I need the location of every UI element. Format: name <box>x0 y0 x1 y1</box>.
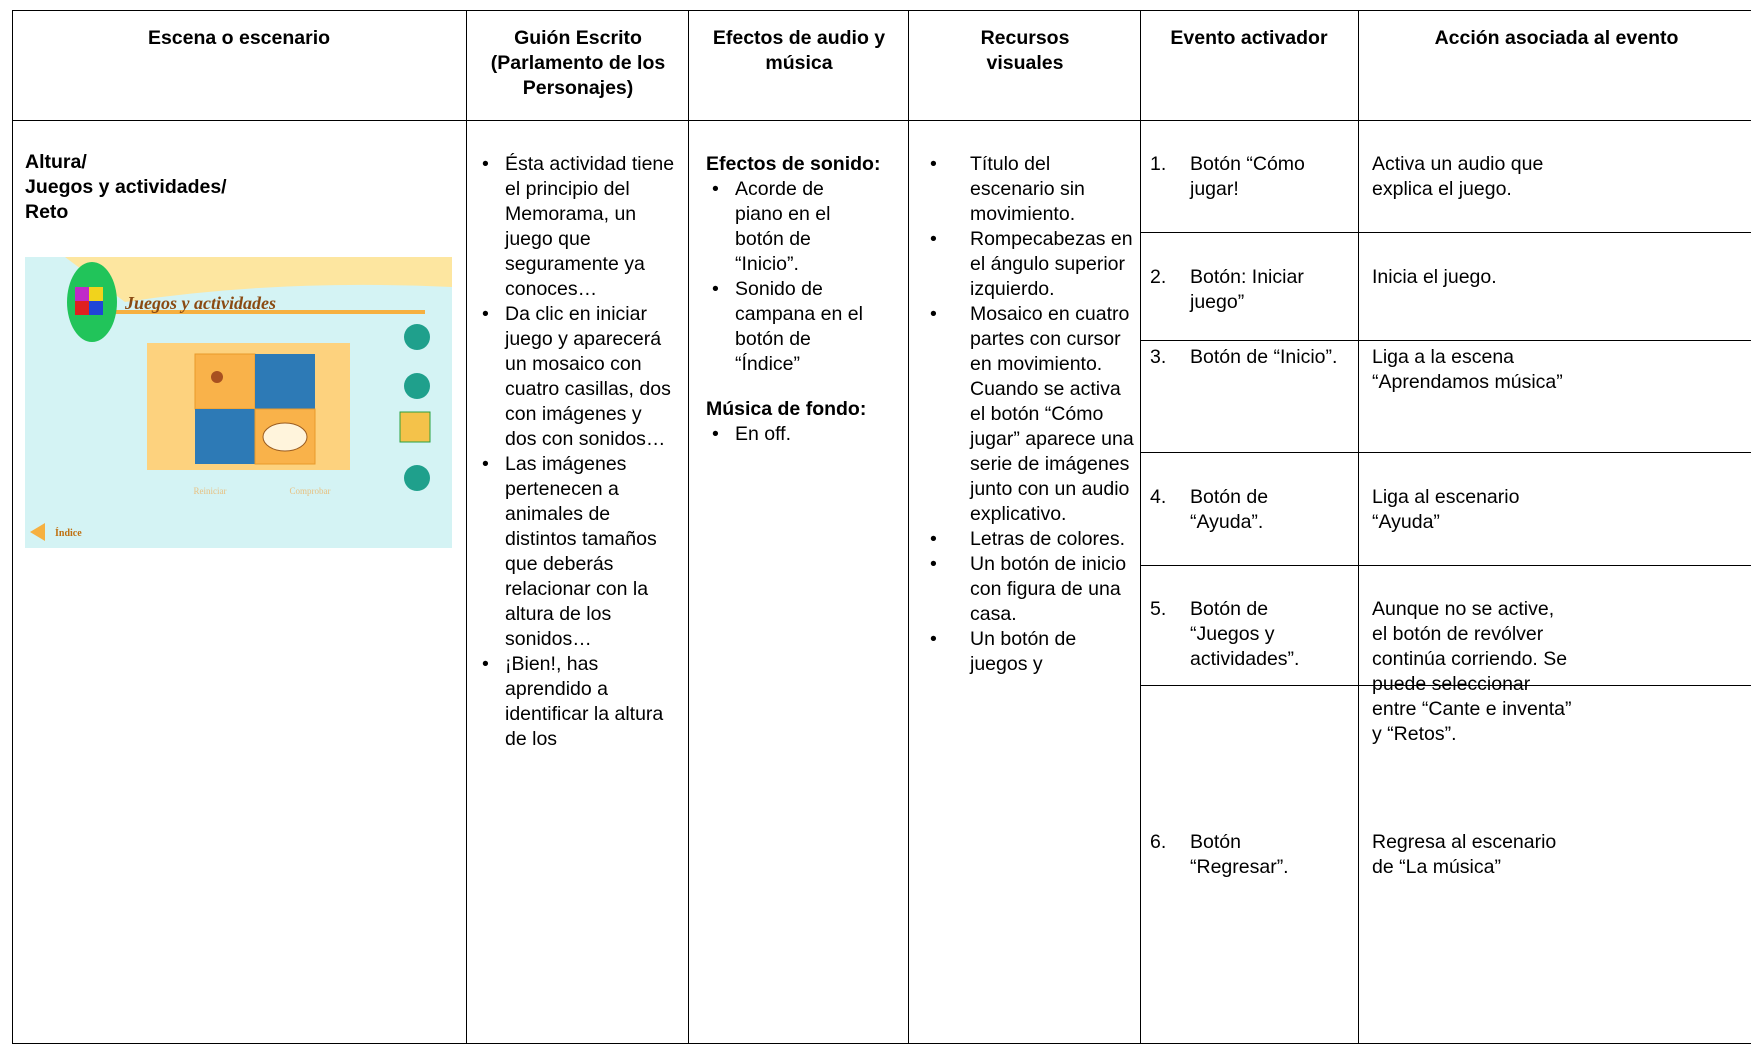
screenshot: Juegos y actividades Reiniciar Comprobar… <box>25 257 452 548</box>
visual-item: Un botón de inicio con figura de una cas… <box>930 552 1135 627</box>
script-list: Ésta actividad tiene el principio del Me… <box>466 152 676 1042</box>
border <box>1358 10 1359 1044</box>
border <box>1140 10 1141 1044</box>
event-number: 6. <box>1150 831 1167 853</box>
border <box>12 1043 1751 1044</box>
audio: Efectos de sonido: Acorde de piano en el… <box>706 152 902 447</box>
visuals-list: Título del escenario sin movimiento. Rom… <box>930 152 1135 1042</box>
script-item: Ésta actividad tiene el principio del Me… <box>466 152 676 302</box>
header: Recursos visuales <box>980 27 1070 74</box>
audio-item: En off. <box>706 422 902 447</box>
action: Aunque no se active, el botón de revólve… <box>1372 598 1572 745</box>
border <box>12 10 1751 11</box>
border <box>12 10 13 1044</box>
row-border <box>1140 685 1751 686</box>
event: Botón de “Ayuda”. <box>1190 486 1269 533</box>
screenshot-back: Índice <box>55 527 82 539</box>
event-number: 4. <box>1150 486 1167 508</box>
scene-line: Juegos y actividades/ <box>25 176 227 198</box>
visual-item: Mosaico en cuatro partes con cursor en m… <box>930 302 1135 527</box>
visual-item: Título del escenario sin movimiento. <box>930 152 1135 227</box>
screenshot-title: Juegos y actividades <box>124 293 276 313</box>
border <box>908 10 909 1044</box>
event-number: 5. <box>1150 598 1167 620</box>
audio-heading: Efectos de sonido: <box>706 153 881 175</box>
screenshot-button: Reiniciar <box>194 486 227 496</box>
scene-name: Altura/ Juegos y actividades/ Reto <box>25 150 227 225</box>
row-border <box>1140 452 1751 453</box>
border <box>688 10 689 1044</box>
row-border <box>1140 565 1751 566</box>
event-number: 2. <box>1150 266 1167 288</box>
action: Regresa al escenario de “La música” <box>1372 831 1557 878</box>
event: Botón “Cómo jugar! <box>1190 153 1305 200</box>
scene-line: Reto <box>25 201 69 223</box>
visual-item: Letras de colores. <box>930 527 1135 552</box>
audio-heading: Música de fondo: <box>706 398 867 420</box>
action: Inicia el juego. <box>1372 266 1497 288</box>
audio-item: Acorde de piano en el botón de “Inicio”. <box>706 177 866 277</box>
scene-line: Altura/ <box>25 151 87 173</box>
row-border <box>1140 232 1751 233</box>
event: Botón “Regresar”. <box>1190 831 1289 878</box>
header: Efectos de audio y música <box>712 27 886 74</box>
header: Acción asociada al evento <box>1434 27 1679 49</box>
event: Botón: Iniciar juego” <box>1190 266 1304 313</box>
script-item: Da clic en iniciar juego y aparecerá un … <box>466 302 676 452</box>
event-number: 1. <box>1150 153 1167 175</box>
header: Escena o escenario <box>147 27 331 49</box>
header: Evento activador <box>1170 27 1328 49</box>
event: Botón de “Inicio”. <box>1190 346 1338 368</box>
action: Activa un audio que explica el juego. <box>1372 153 1544 200</box>
row-border <box>1140 340 1751 341</box>
event-number: 3. <box>1150 346 1167 368</box>
script-item: ¡Bien!, has aprendido a identificar la a… <box>466 652 676 752</box>
action: Liga al escenario “Ayuda” <box>1372 486 1520 533</box>
border <box>12 120 1751 121</box>
script-item: Las imágenes pertenecen a animales de di… <box>466 452 676 652</box>
event: Botón de “Juegos y actividades”. <box>1190 598 1300 670</box>
visual-item: Un botón de juegos y <box>930 627 1135 677</box>
screenshot-button: Comprobar <box>290 486 331 496</box>
action: Liga a la escena “Aprendamos música” <box>1372 346 1563 393</box>
visual-item: Rompecabezas en el ángulo superior izqui… <box>930 227 1135 302</box>
header: Guión Escrito (Parlamento de los Persona… <box>490 27 666 99</box>
audio-item: Sonido de campana en el botón de “Índice… <box>706 277 866 377</box>
